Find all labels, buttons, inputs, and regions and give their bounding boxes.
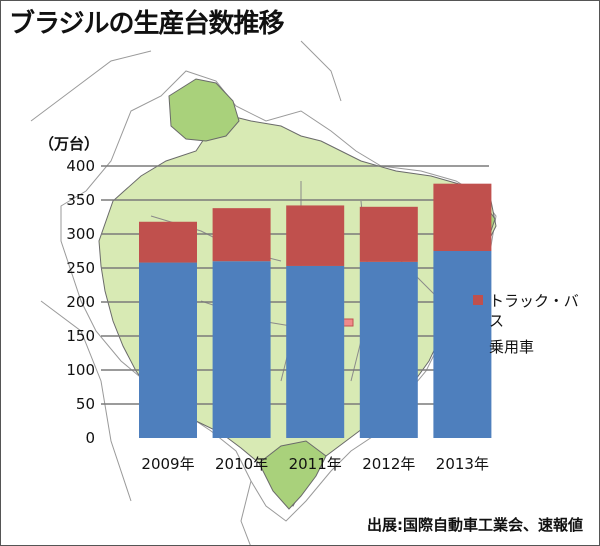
brazil-north-region	[168, 78, 240, 142]
bar-truck-bus	[286, 205, 345, 266]
neighbor-border	[30, 50, 152, 122]
y-tick-label: 300	[66, 225, 95, 243]
bar-passenger	[286, 265, 345, 438]
neighbor-border	[240, 480, 252, 545]
y-tick-label: 0	[85, 429, 95, 447]
bar-truck-bus	[212, 208, 271, 262]
x-axis-ticks: 2009年 2010年 2011年 2012年 2013年	[141, 455, 489, 473]
y-tick-label: 150	[66, 327, 95, 345]
legend: トラック・バス 乗用車	[473, 291, 589, 363]
bar-passenger	[212, 261, 271, 438]
bar-truck-bus	[139, 221, 197, 263]
bar-truck-bus	[433, 183, 492, 251]
brazil-south-region	[258, 440, 327, 510]
legend-item-truck-bus: トラック・バス	[473, 291, 589, 331]
bar-truck-bus	[359, 206, 418, 262]
bars	[139, 183, 492, 438]
source-note: 出展:国際自動車工業会、速報値	[364, 514, 585, 535]
legend-swatch-truck-bus	[473, 295, 483, 305]
y-axis-label: （万台）	[39, 135, 99, 153]
y-tick-label: 400	[66, 157, 95, 175]
neighbor-border	[300, 40, 342, 102]
x-tick-label: 2012年	[362, 455, 415, 473]
legend-label-passenger: 乗用車	[489, 338, 535, 356]
y-tick-label: 250	[66, 259, 95, 277]
y-tick-label: 200	[66, 293, 95, 311]
x-tick-label: 2010年	[215, 455, 268, 473]
legend-item-passenger: 乗用車	[473, 337, 589, 357]
y-axis-ticks: 0 50 100 150 200 250 300 350 400	[66, 157, 95, 447]
neighbor-border	[40, 300, 132, 502]
y-tick-label: 100	[66, 361, 95, 379]
chart-title: ブラジルの生産台数推移	[9, 9, 284, 39]
bar-passenger	[139, 262, 197, 438]
legend-swatch-passenger	[473, 341, 483, 351]
y-tick-label: 350	[66, 191, 95, 209]
bar-passenger	[359, 261, 418, 438]
y-tick-label: 50	[76, 395, 95, 413]
x-tick-label: 2011年	[289, 455, 342, 473]
x-tick-label: 2013年	[436, 455, 489, 473]
legend-label-truck-bus: トラック・バス	[489, 292, 579, 330]
x-tick-label: 2009年	[141, 455, 194, 473]
